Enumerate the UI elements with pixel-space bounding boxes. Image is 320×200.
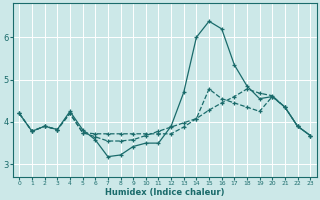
X-axis label: Humidex (Indice chaleur): Humidex (Indice chaleur) — [105, 188, 225, 197]
